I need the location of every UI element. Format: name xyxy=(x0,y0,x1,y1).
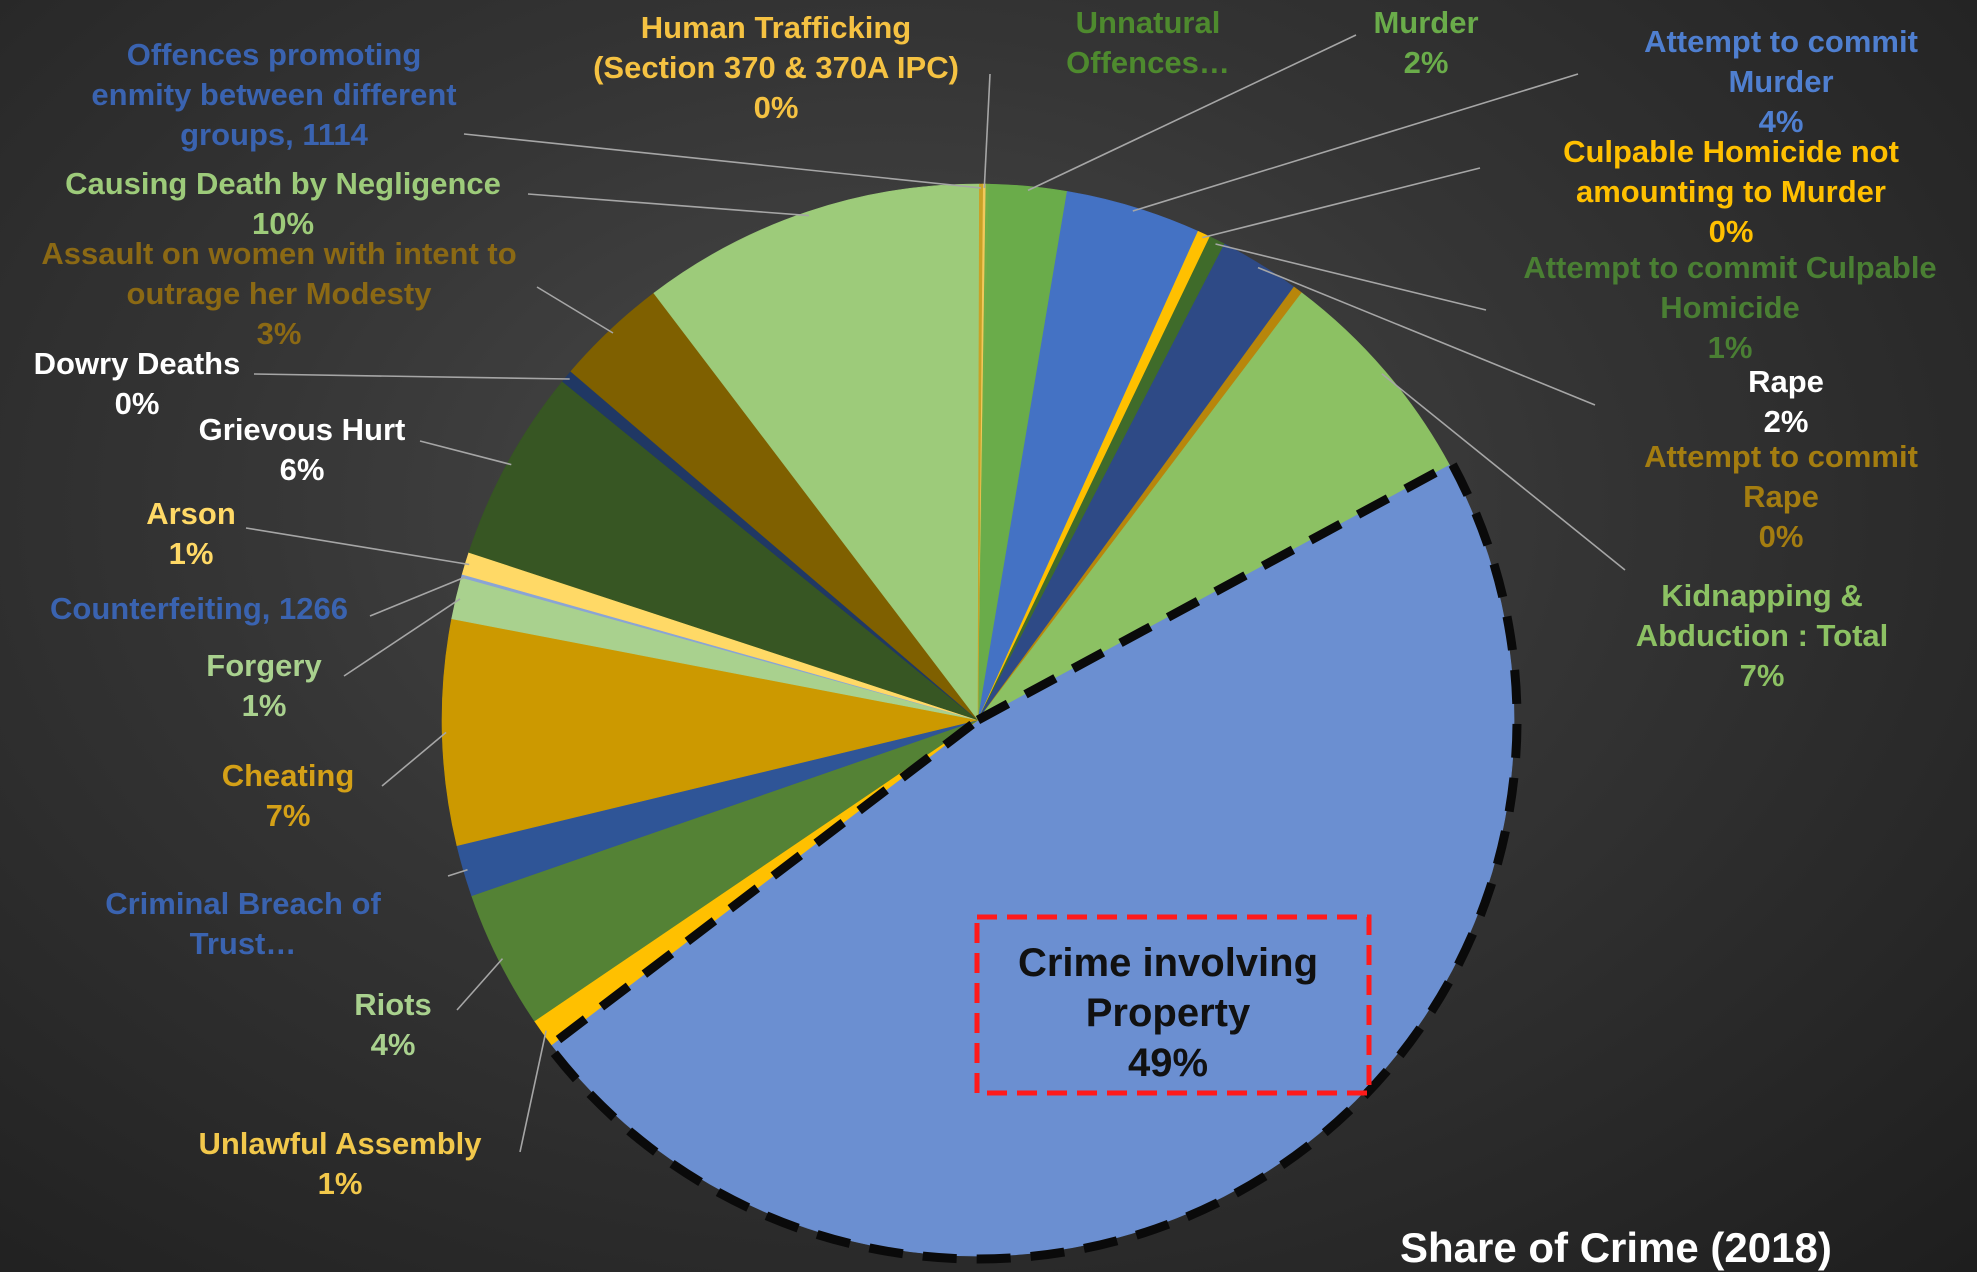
leader-line-riots xyxy=(456,958,504,1011)
slice-label-dowry-deaths: Dowry Deaths 0% xyxy=(34,346,241,421)
slice-label-arson: Arson 1% xyxy=(146,496,236,571)
leader-line-unlawful-assembly xyxy=(519,1030,547,1153)
pie-slice-offences-promoting-enmity-between-different-groups-1114 xyxy=(977,183,983,721)
pie-slice-grievous-hurt xyxy=(468,381,979,721)
pie-slices xyxy=(441,183,1515,1257)
slice-label-counterfeiting-1266: Counterfeiting, 1266 xyxy=(50,591,348,626)
slice-label-attempt-to-commit-murder: Attempt to commit Murder 4% xyxy=(1644,24,1918,139)
slice-label-cheating: Cheating 7% xyxy=(222,758,355,833)
slice-label-unnatural-offences: Unnatural Offences… xyxy=(1066,5,1230,80)
leader-line-rape xyxy=(1257,266,1596,406)
slice-label-riots: Riots 4% xyxy=(354,987,432,1062)
slice-label-attempt-to-commit-rape: Attempt to commit Rape 0% xyxy=(1644,439,1918,554)
slice-label-attempt-to-commit-culpable-homicide: Attempt to commit Culpable Homicide 1% xyxy=(1523,250,1936,365)
slice-label-causing-death-by-negligence: Causing Death by Negligence 10% xyxy=(65,166,501,241)
property-callout-box xyxy=(974,914,1372,1096)
leader-line-forgery xyxy=(343,598,461,677)
slice-label-culpable-homicide-not-amounting-to-murder: Culpable Homicide not amounting to Murder… xyxy=(1563,134,1899,249)
leader-line-cheating xyxy=(381,731,447,787)
slice-label-rape: Rape 2% xyxy=(1748,364,1824,439)
leader-line-arson xyxy=(245,527,470,566)
leader-line-grievous-hurt xyxy=(419,440,512,466)
leader-line-human-trafficking-section-370-370a-ipc xyxy=(983,73,991,189)
slice-label-forgery: Forgery 1% xyxy=(206,648,322,723)
leader-line-assault-on-women-with-intent-to-outrage-her-modesty xyxy=(536,286,614,334)
slice-label-murder: Murder 2% xyxy=(1373,5,1478,80)
slice-label-assault-on-women-with-intent-to-outrage-her-modesty: Assault on women with intent to outrage h… xyxy=(41,236,516,351)
leader-line-murder xyxy=(1027,34,1357,192)
leader-line-attempt-to-commit-culpable-homicide xyxy=(1215,243,1487,311)
slice-label-grievous-hurt: Grievous Hurt 6% xyxy=(199,412,406,487)
leader-line-causing-death-by-negligence xyxy=(527,193,809,217)
slice-labels: Human Trafficking (Section 370 & 370A IPC… xyxy=(34,5,1937,1201)
slice-label-crime-involving-property: Crime involving Property 49% xyxy=(1018,941,1318,1085)
leader-line-attempt-to-commit-murder xyxy=(1132,73,1579,212)
leader-line-criminal-breach-of-trust xyxy=(447,868,468,877)
slice-label-offences-promoting-enmity-between-different-groups-1114: Offences promoting enmity between differe… xyxy=(91,37,456,152)
leader-line-dowry-deaths xyxy=(253,373,570,380)
leader-lines xyxy=(245,34,1626,1153)
leader-line-kidnapping-abduction-total xyxy=(1381,373,1626,571)
pie-slice-kidnapping-abduction-total xyxy=(977,292,1450,721)
pie-slice-cheating xyxy=(441,618,979,846)
chart-title: Share of Crime (2018) xyxy=(1400,1224,1832,1271)
property-slice-outline xyxy=(542,457,1522,1264)
slice-label-human-trafficking-section-370-370a-ipc: Human Trafficking (Section 370 & 370A IPC… xyxy=(593,10,959,125)
leader-line-counterfeiting-1266 xyxy=(369,576,466,617)
slice-label-unlawful-assembly: Unlawful Assembly 1% xyxy=(198,1126,482,1201)
slice-label-criminal-breach-of-trust: Criminal Breach of Trust… xyxy=(105,886,381,961)
slice-label-kidnapping-abduction-total: Kidnapping & Abduction : Total 7% xyxy=(1636,578,1889,693)
leader-line-culpable-homicide-not-amounting-to-murder xyxy=(1202,167,1481,239)
leader-line-offences-promoting-enmity-between-different-groups-1114 xyxy=(463,133,982,189)
